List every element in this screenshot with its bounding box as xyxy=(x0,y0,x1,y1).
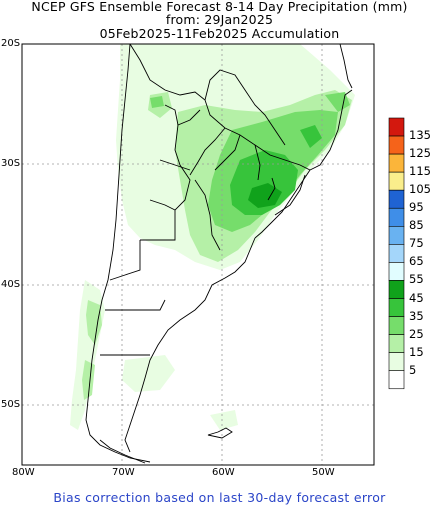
colorbar-label: 5 xyxy=(409,362,417,377)
colorbar-label: 115 xyxy=(409,164,431,179)
gridlines xyxy=(22,44,374,465)
colorbar-swatch xyxy=(388,117,405,137)
colorbar-label: 85 xyxy=(409,218,424,233)
colorbar-swatch xyxy=(388,352,405,371)
lon-label-80w: 80W xyxy=(12,467,35,478)
country-borders xyxy=(85,43,353,464)
colorbar-swatch xyxy=(388,262,405,281)
colorbar-label: 25 xyxy=(409,326,424,341)
colorbar-label: 105 xyxy=(409,182,431,197)
colorbar-swatch xyxy=(388,316,405,335)
precip-shading-35mm xyxy=(230,125,322,215)
colorbar-swatch xyxy=(388,280,405,299)
colorbar-swatch xyxy=(388,244,405,263)
map-area xyxy=(21,43,375,466)
colorbar-label: 35 xyxy=(409,308,424,323)
colorbar-swatch xyxy=(388,135,405,155)
colorbar-label: 75 xyxy=(409,236,424,251)
colorbar-swatch xyxy=(388,207,405,227)
colorbar-swatch xyxy=(388,298,405,317)
colorbar-swatch xyxy=(388,153,405,173)
lat-label-30s: 30S xyxy=(1,158,21,169)
colorbar-swatch xyxy=(388,226,405,245)
lat-label-50s: 50S xyxy=(1,399,21,410)
accumulation-period: 05Feb2025-11Feb2025 Accumulation xyxy=(99,26,340,41)
lat-label-20s: 20S xyxy=(1,38,21,49)
colorbar-swatch xyxy=(388,334,405,353)
lon-label-70w: 70W xyxy=(112,467,135,478)
colorbar-label: 45 xyxy=(409,290,424,305)
colorbar-swatch xyxy=(388,189,405,209)
lon-label-50w: 50W xyxy=(312,467,335,478)
forecast-init-date: from: 29Jan2025 xyxy=(165,12,274,27)
map-title: NCEP GFS Ensemble Forecast 8-14 Day Prec… xyxy=(31,0,408,14)
colorbar-label: 125 xyxy=(409,146,431,161)
colorbar-label: 135 xyxy=(409,128,431,142)
precip-colorbar xyxy=(388,117,405,390)
colorbar-label: 95 xyxy=(409,200,424,215)
colorbar-label: 65 xyxy=(409,254,424,269)
lon-label-60w: 60W xyxy=(212,467,235,478)
colorbar-label: 55 xyxy=(409,272,424,287)
precip-shading-45mm xyxy=(248,183,282,208)
colorbar-swatch xyxy=(388,370,405,390)
lat-label-40s: 40S xyxy=(1,279,21,290)
bias-correction-note: Bias correction based on last 30-day for… xyxy=(53,490,386,505)
colorbar-label: 15 xyxy=(409,344,424,359)
colorbar-swatch xyxy=(388,171,405,191)
